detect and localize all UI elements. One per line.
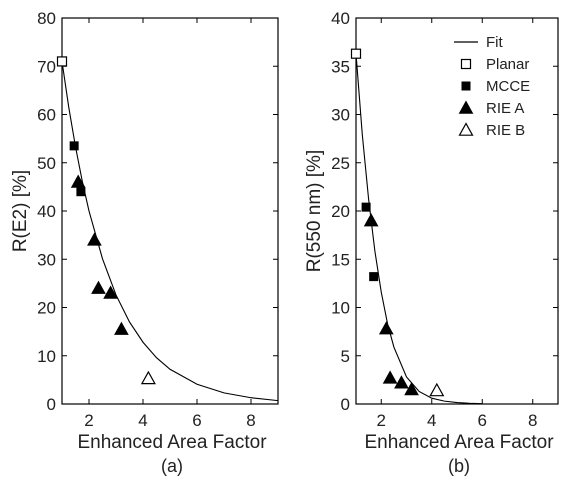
y-tick-label: 40 [37, 202, 56, 221]
legend-marker [461, 81, 471, 91]
point-rie-a [363, 213, 379, 227]
fit-curve [61, 61, 279, 402]
legend-label: MCCE [486, 78, 530, 95]
point-mcce [76, 187, 86, 197]
y-tick-label: 10 [37, 347, 56, 366]
x-axis-label: Enhanced Area Factor [364, 432, 554, 453]
point-planar [56, 56, 68, 67]
y-tick-label: 30 [331, 106, 350, 125]
legend-marker [460, 58, 472, 70]
panel-label: (b) [448, 456, 470, 476]
point-rie-b [429, 382, 445, 397]
x-tick-label: 4 [427, 411, 436, 430]
y-axis-label: R(550 nm) [%] [304, 150, 325, 272]
y-tick-label: 60 [37, 106, 56, 125]
x-tick-label: 4 [138, 411, 147, 430]
axes-frame [61, 17, 279, 405]
y-tick-label: 0 [341, 395, 350, 414]
point-mcce [369, 272, 379, 282]
point-rie-a [378, 321, 394, 335]
y-tick-label: 20 [37, 299, 56, 318]
y-tick-label: 20 [331, 202, 350, 221]
point-rie-a [87, 232, 102, 246]
y-tick-label: 25 [331, 154, 350, 173]
y-tick-label: 5 [341, 347, 350, 366]
y-axis-label: R(E2) [%] [10, 170, 31, 252]
point-rie-a [382, 370, 398, 384]
x-tick-label: 2 [377, 411, 386, 430]
x-axis-label: Enhanced Area Factor [77, 432, 267, 453]
point-rie-a [91, 280, 106, 294]
legend-marker [458, 122, 474, 136]
point-rie-a [70, 174, 86, 188]
y-tick-label: 35 [331, 57, 350, 76]
point-rie-a [394, 375, 409, 389]
x-tick-label: 6 [192, 411, 201, 430]
point-rie-a [103, 285, 118, 299]
panel-label: (a) [161, 456, 183, 476]
point-mcce [69, 141, 79, 151]
y-tick-label: 30 [37, 250, 56, 269]
x-tick-label: 8 [528, 411, 537, 430]
legend-label: RIE A [486, 100, 524, 117]
axes-frame [355, 17, 559, 405]
y-tick-label: 70 [37, 57, 56, 76]
y-tick-label: 15 [331, 250, 350, 269]
legend-label: RIE B [486, 122, 525, 139]
point-planar [350, 48, 362, 59]
point-rie-a [114, 321, 129, 335]
y-tick-label: 0 [47, 395, 56, 414]
y-tick-label: 10 [331, 299, 350, 318]
point-rie-a [404, 381, 419, 396]
x-tick-label: 8 [246, 411, 255, 430]
y-tick-label: 40 [331, 9, 350, 28]
legend-marker [458, 100, 474, 114]
x-tick-label: 2 [84, 411, 93, 430]
point-mcce [361, 202, 371, 212]
y-tick-label: 50 [37, 154, 56, 173]
legend-label: Planar [486, 56, 529, 73]
x-tick-label: 6 [478, 411, 487, 430]
legend-label: Fit [486, 34, 503, 51]
point-rie-b [140, 370, 156, 385]
y-tick-label: 80 [37, 9, 56, 28]
